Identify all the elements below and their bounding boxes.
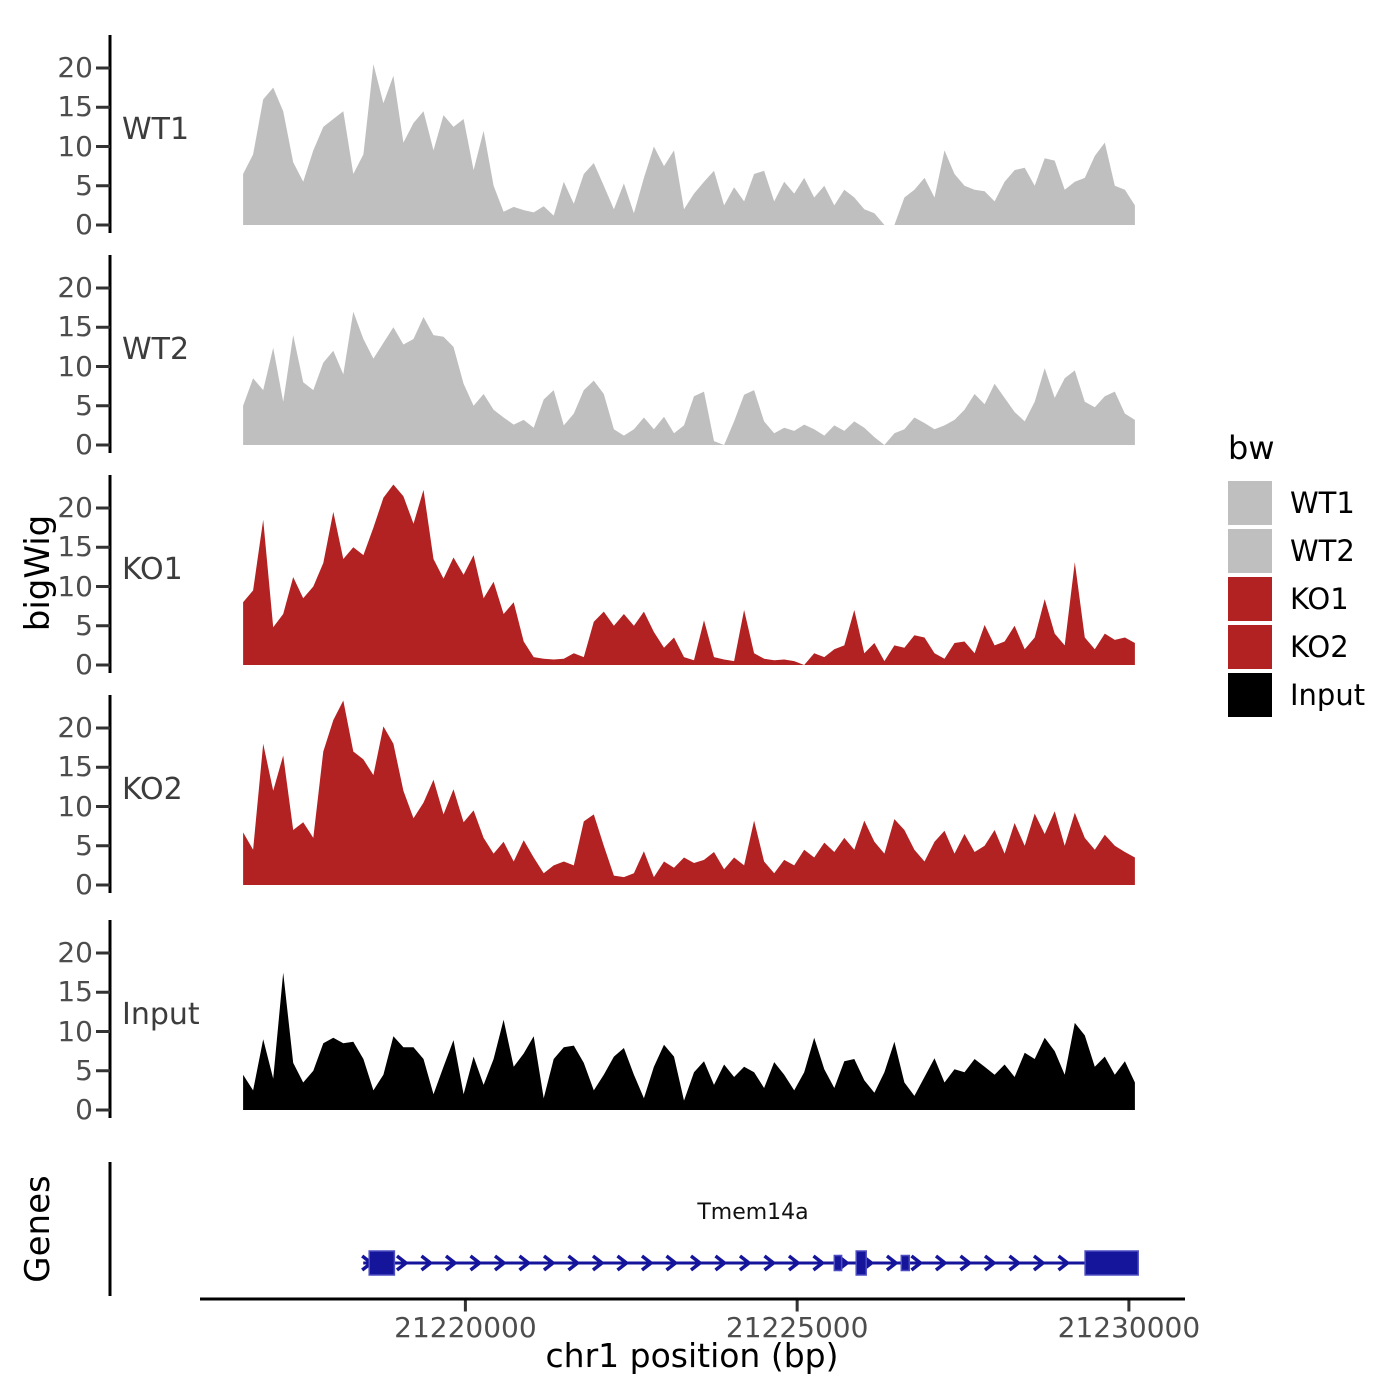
genes-axis-line bbox=[108, 1162, 112, 1296]
gene-name-label: Tmem14a bbox=[697, 1200, 809, 1225]
legend-swatch-input bbox=[1228, 673, 1272, 717]
y-tick-mark bbox=[96, 1108, 110, 1112]
strand-arrow-right bbox=[934, 1254, 948, 1272]
y-tick-mark bbox=[96, 145, 110, 148]
legend-item-wt1: WT1 bbox=[1228, 481, 1365, 525]
legend-swatch-wt2 bbox=[1228, 529, 1272, 573]
y-axis-line-wt2 bbox=[108, 255, 112, 453]
genes-axis-title: Genes bbox=[18, 1175, 58, 1283]
coverage-area-wt1 bbox=[243, 64, 1135, 225]
strand-arrow-right bbox=[689, 1254, 703, 1272]
legend-item-ko1: KO1 bbox=[1228, 577, 1365, 621]
y-axis-line-wt1 bbox=[108, 35, 112, 233]
y-tick-mark bbox=[96, 663, 110, 667]
legend-item-ko2: KO2 bbox=[1228, 625, 1365, 669]
x-tick-mark bbox=[1127, 1300, 1131, 1312]
strand-arrow-right bbox=[885, 1254, 899, 1272]
coverage-area-ko2 bbox=[243, 700, 1135, 885]
y-tick-mark bbox=[96, 404, 110, 408]
y-tick-mark bbox=[96, 66, 110, 70]
x-tick-mark bbox=[795, 1300, 799, 1312]
x-axis-line bbox=[200, 1297, 1185, 1301]
x-axis-title: chr1 position (bp) bbox=[545, 1336, 839, 1375]
y-axis-line-ko1 bbox=[108, 475, 112, 673]
y-tick-mark bbox=[96, 585, 110, 588]
legend-swatch-ko2 bbox=[1228, 625, 1272, 669]
strand-arrow-right bbox=[542, 1254, 556, 1272]
coverage-area-wt2 bbox=[243, 311, 1135, 445]
legend-title: bw bbox=[1228, 429, 1275, 467]
strand-arrow-right bbox=[591, 1254, 605, 1272]
y-tick-mark bbox=[96, 223, 110, 227]
x-tick-mark bbox=[463, 1300, 467, 1312]
gene-exon bbox=[833, 1254, 843, 1272]
y-tick-mark bbox=[96, 365, 110, 368]
strand-arrow-right bbox=[738, 1254, 752, 1272]
legend: bw WT1 WT2 KO1 KO2 Input bbox=[1228, 429, 1365, 721]
strand-arrow-right bbox=[518, 1254, 532, 1272]
y-tick-mark bbox=[96, 990, 110, 994]
legend-label-ko2: KO2 bbox=[1290, 630, 1349, 664]
strand-arrow-right bbox=[665, 1254, 679, 1272]
legend-label-wt1: WT1 bbox=[1290, 486, 1355, 520]
strand-arrow-right bbox=[763, 1254, 777, 1272]
y-tick-mark bbox=[96, 951, 110, 955]
strand-arrow-right bbox=[640, 1254, 654, 1272]
y-tick-mark bbox=[96, 844, 110, 848]
strand-arrow-right bbox=[493, 1254, 507, 1272]
strand-arrow-right bbox=[1032, 1254, 1046, 1272]
y-tick-mark bbox=[96, 286, 110, 290]
strand-arrow-right bbox=[983, 1254, 997, 1272]
strand-arrow-right bbox=[910, 1254, 924, 1272]
y-tick-mark bbox=[96, 545, 110, 549]
strand-arrow-right bbox=[469, 1254, 483, 1272]
legend-item-input: Input bbox=[1228, 673, 1365, 717]
y-tick-mark bbox=[96, 765, 110, 769]
strand-arrow-right bbox=[444, 1254, 458, 1272]
y-axis-line-input bbox=[108, 920, 112, 1118]
strand-arrow-right bbox=[616, 1254, 630, 1272]
gene-exon bbox=[368, 1250, 396, 1276]
legend-label-ko1: KO1 bbox=[1290, 582, 1349, 616]
gene-exon bbox=[1084, 1250, 1139, 1276]
y-tick-mark bbox=[96, 883, 110, 887]
gene-exon bbox=[900, 1254, 911, 1272]
y-tick-mark bbox=[96, 506, 110, 510]
y-axis-line-ko2 bbox=[108, 695, 112, 893]
legend-label-input: Input bbox=[1290, 678, 1366, 712]
legend-swatch-ko1 bbox=[1228, 577, 1272, 621]
legend-item-wt2: WT2 bbox=[1228, 529, 1365, 573]
y-tick-mark bbox=[96, 1069, 110, 1073]
strand-arrow-right bbox=[812, 1254, 826, 1272]
y-tick-mark bbox=[96, 184, 110, 188]
strand-arrow-right bbox=[1057, 1254, 1071, 1272]
coverage-area-ko1 bbox=[243, 484, 1135, 665]
strand-arrow-right bbox=[395, 1254, 409, 1272]
y-tick-mark bbox=[96, 1030, 110, 1033]
strand-arrow-right bbox=[1008, 1254, 1022, 1272]
y-tick-mark bbox=[96, 805, 110, 808]
strand-arrow-right bbox=[567, 1254, 581, 1272]
y-tick-mark bbox=[96, 325, 110, 329]
gene-exon bbox=[855, 1250, 867, 1276]
strand-arrow-right bbox=[959, 1254, 973, 1272]
strand-arrow-right bbox=[714, 1254, 728, 1272]
y-axis-title: bigWig bbox=[18, 514, 58, 632]
y-tick-mark bbox=[96, 105, 110, 109]
y-tick-mark bbox=[96, 726, 110, 730]
legend-swatch-wt1 bbox=[1228, 481, 1272, 525]
coverage-area-input bbox=[243, 972, 1135, 1110]
strand-arrow-right bbox=[787, 1254, 801, 1272]
y-tick-mark bbox=[96, 443, 110, 447]
legend-label-wt2: WT2 bbox=[1290, 534, 1355, 568]
strand-arrow-right bbox=[420, 1254, 434, 1272]
y-tick-mark bbox=[96, 624, 110, 628]
